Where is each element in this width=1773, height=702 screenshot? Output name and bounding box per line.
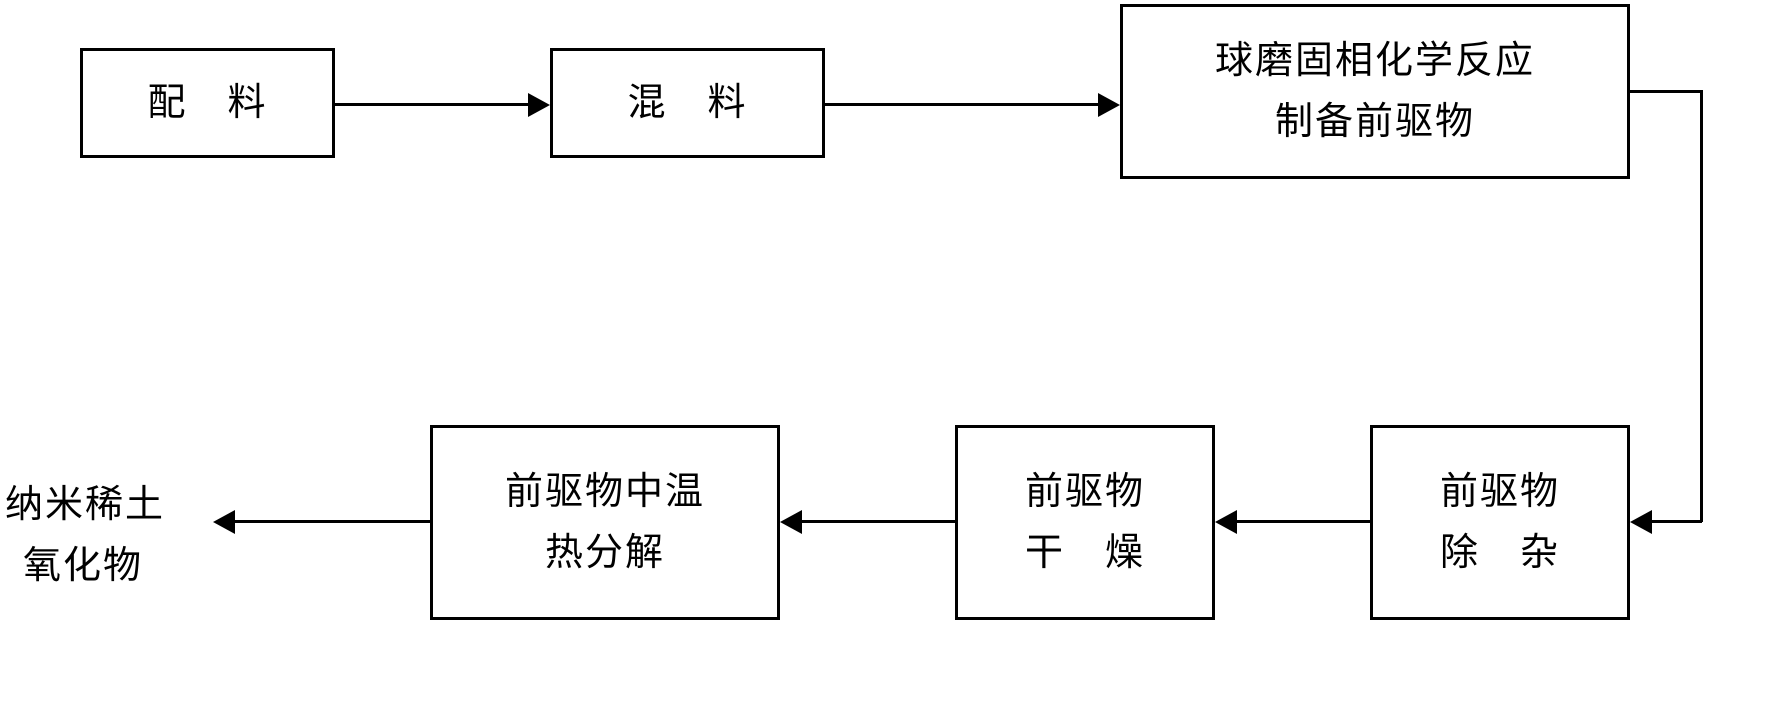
- arrow-line: [335, 103, 528, 106]
- arrow-head-left-icon: [213, 510, 235, 534]
- flowchart-node-2: 混 料: [550, 48, 825, 158]
- arrow-head-left-icon: [780, 510, 802, 534]
- arrow-line: [802, 520, 955, 523]
- arrow-line: [235, 520, 430, 523]
- flowchart-node-4: 前驱物 除 杂: [1370, 425, 1630, 620]
- arrow-line: [1237, 520, 1370, 523]
- flowchart-node-3: 球磨固相化学反应 制备前驱物: [1120, 4, 1630, 179]
- node-label: 混 料: [627, 73, 747, 134]
- flowchart-output: 纳米稀土 氧化物: [5, 475, 165, 597]
- arrow-head-right-icon: [1098, 93, 1120, 117]
- node-label-line1: 前驱物: [1025, 462, 1145, 523]
- node-label-line1: 前驱物: [1440, 462, 1560, 523]
- flowchart-node-5: 前驱物 干 燥: [955, 425, 1215, 620]
- flowchart-node-6: 前驱物中温 热分解: [430, 425, 780, 620]
- node-label-line2: 热分解: [545, 523, 665, 584]
- node-label-line2: 干 燥: [1025, 523, 1145, 584]
- node-label-line1: 球磨固相化学反应: [1215, 31, 1535, 92]
- node-label-line1: 前驱物中温: [505, 462, 705, 523]
- flowchart-node-1: 配 料: [80, 48, 335, 158]
- arrow-head-left-icon: [1630, 510, 1652, 534]
- node-label-line2: 除 杂: [1440, 523, 1560, 584]
- output-line2: 氧化物: [5, 536, 165, 597]
- arrow-head-right-icon: [528, 93, 550, 117]
- arrow-line: [1630, 90, 1700, 93]
- arrow-line: [825, 103, 1098, 106]
- arrow-line: [1700, 90, 1703, 522]
- node-label-line2: 制备前驱物: [1275, 92, 1475, 153]
- output-line1: 纳米稀土: [5, 475, 165, 536]
- node-label: 配 料: [147, 73, 267, 134]
- arrow-line: [1652, 520, 1702, 523]
- arrow-head-left-icon: [1215, 510, 1237, 534]
